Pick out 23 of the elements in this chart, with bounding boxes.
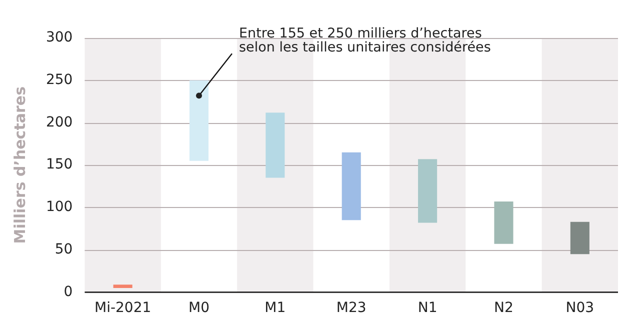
bar: [570, 222, 590, 254]
y-tick-label: 200: [46, 114, 73, 130]
y-tick-label: 0: [64, 284, 73, 300]
x-tick-label: Mi-2021: [94, 300, 152, 316]
x-tick-label: N1: [418, 300, 438, 316]
y-tick-label: 250: [46, 72, 73, 88]
x-tick-label: M0: [188, 300, 210, 316]
x-tick-label: N2: [494, 300, 514, 316]
y-tick-label: 100: [46, 199, 73, 216]
bar: [342, 152, 361, 220]
y-tick-label: 50: [54, 241, 73, 258]
bar: [418, 159, 438, 223]
x-tick-label: M1: [264, 300, 286, 316]
y-tick-label: 150: [46, 156, 73, 173]
y-tick-label: 300: [46, 30, 73, 46]
bar: [113, 284, 132, 288]
bar: [266, 112, 285, 178]
x-tick-label: N03: [566, 300, 594, 316]
y-axis-title: Milliers d’hectares: [10, 86, 29, 244]
annotation: Entre 155 et 250 milliers d’hectares selon les tailles unitaires considérées: [238, 26, 491, 56]
bar: [494, 202, 514, 244]
bar: [189, 80, 209, 161]
x-tick-label: M23: [336, 300, 366, 316]
